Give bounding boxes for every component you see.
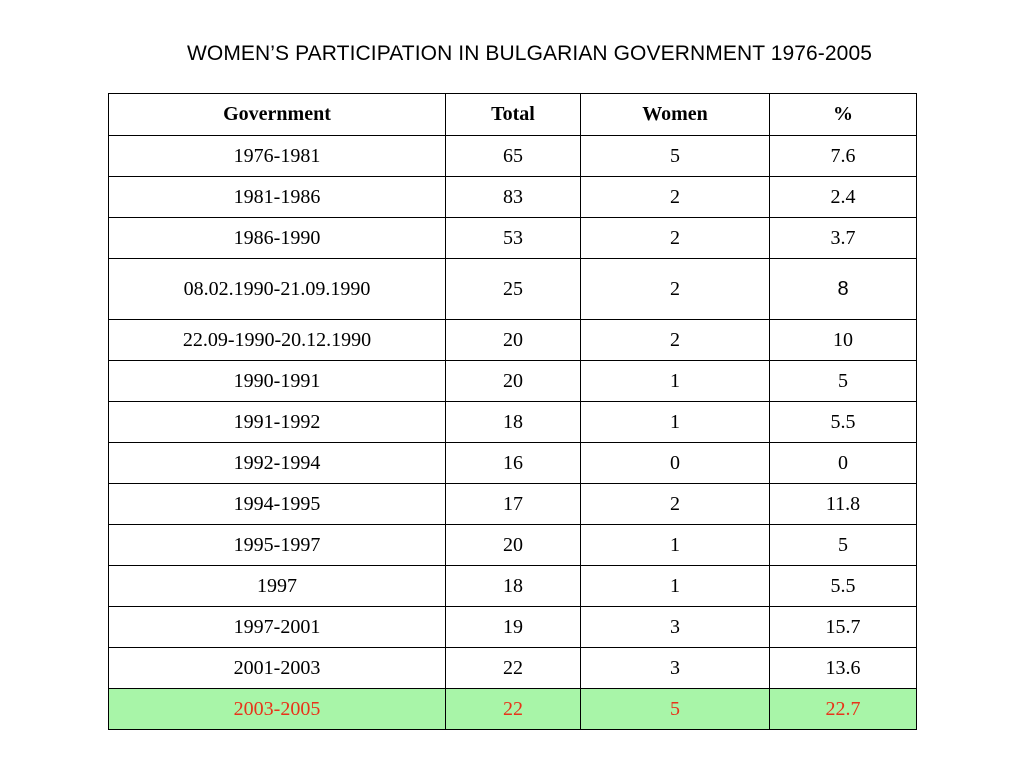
cell-total: 20: [445, 319, 581, 361]
cell-percent: 15.7: [769, 606, 917, 648]
cell-percent: 13.6: [769, 647, 917, 689]
table-row: 1991-1992 18 1 5.5: [108, 401, 917, 443]
cell-women: 1: [580, 524, 770, 566]
cell-total: 22: [445, 688, 581, 730]
cell-total: 16: [445, 442, 581, 484]
table-row: 1994-1995 17 2 11.8: [108, 483, 917, 525]
table-row: 1981-1986 83 2 2.4: [108, 176, 917, 218]
cell-government: 1976-1981: [108, 135, 446, 177]
cell-women: 5: [580, 135, 770, 177]
cell-women: 5: [580, 688, 770, 730]
cell-total: 22: [445, 647, 581, 689]
cell-percent: 2.4: [769, 176, 917, 218]
table-row: 1976-1981 65 5 7.6: [108, 135, 917, 177]
participation-table: Government Total Women % 1976-1981 65 5 …: [108, 93, 917, 730]
cell-percent: 5.5: [769, 401, 917, 443]
cell-percent: 11.8: [769, 483, 917, 525]
cell-women: 2: [580, 319, 770, 361]
cell-percent: 3.7: [769, 217, 917, 259]
cell-government: 1997-2001: [108, 606, 446, 648]
column-header-women: Women: [580, 93, 770, 136]
cell-government: 1981-1986: [108, 176, 446, 218]
column-header-percent: %: [769, 93, 917, 136]
cell-percent: 5: [769, 524, 917, 566]
page-title: WOMEN’S PARTICIPATION IN BULGARIAN GOVER…: [186, 42, 873, 65]
cell-total: 19: [445, 606, 581, 648]
cell-government: 1994-1995: [108, 483, 446, 525]
table-row-highlighted: 2003-2005 22 5 22.7: [108, 688, 917, 730]
cell-government: 08.02.1990-21.09.1990: [108, 258, 446, 320]
cell-women: 1: [580, 360, 770, 402]
cell-percent: 22.7: [769, 688, 917, 730]
cell-percent: 5: [769, 360, 917, 402]
table-row: 1995-1997 20 1 5: [108, 524, 917, 566]
cell-women: 3: [580, 647, 770, 689]
table-row: 2001-2003 22 3 13.6: [108, 647, 917, 689]
cell-percent: 0: [769, 442, 917, 484]
cell-government: 22.09-1990-20.12.1990: [108, 319, 446, 361]
cell-women: 2: [580, 217, 770, 259]
cell-total: 25: [445, 258, 581, 320]
cell-government: 1992-1994: [108, 442, 446, 484]
cell-total: 17: [445, 483, 581, 525]
cell-government: 1991-1992: [108, 401, 446, 443]
cell-government: 2001-2003: [108, 647, 446, 689]
column-header-total: Total: [445, 93, 581, 136]
cell-total: 65: [445, 135, 581, 177]
cell-total: 20: [445, 360, 581, 402]
table-row: 22.09-1990-20.12.1990 20 2 10: [108, 319, 917, 361]
cell-percent: 8: [769, 258, 917, 320]
table-row: 1997-2001 19 3 15.7: [108, 606, 917, 648]
cell-percent: 10: [769, 319, 917, 361]
cell-women: 2: [580, 176, 770, 218]
cell-women: 1: [580, 401, 770, 443]
cell-total: 53: [445, 217, 581, 259]
table-row: 1990-1991 20 1 5: [108, 360, 917, 402]
cell-total: 83: [445, 176, 581, 218]
cell-percent: 7.6: [769, 135, 917, 177]
column-header-government: Government: [108, 93, 446, 136]
cell-government: 1990-1991: [108, 360, 446, 402]
cell-total: 20: [445, 524, 581, 566]
cell-government: 1997: [108, 565, 446, 607]
cell-government: 1986-1990: [108, 217, 446, 259]
cell-government: 1995-1997: [108, 524, 446, 566]
table-row: 1997 18 1 5.5: [108, 565, 917, 607]
cell-women: 2: [580, 258, 770, 320]
table-row: 1992-1994 16 0 0: [108, 442, 917, 484]
cell-women: 1: [580, 565, 770, 607]
cell-government: 2003-2005: [108, 688, 446, 730]
cell-women: 2: [580, 483, 770, 525]
table-row: 08.02.1990-21.09.1990 25 2 8: [108, 258, 917, 320]
table-header-row: Government Total Women %: [108, 93, 917, 136]
cell-women: 0: [580, 442, 770, 484]
cell-women: 3: [580, 606, 770, 648]
cell-total: 18: [445, 565, 581, 607]
cell-total: 18: [445, 401, 581, 443]
table-row: 1986-1990 53 2 3.7: [108, 217, 917, 259]
cell-percent: 5.5: [769, 565, 917, 607]
